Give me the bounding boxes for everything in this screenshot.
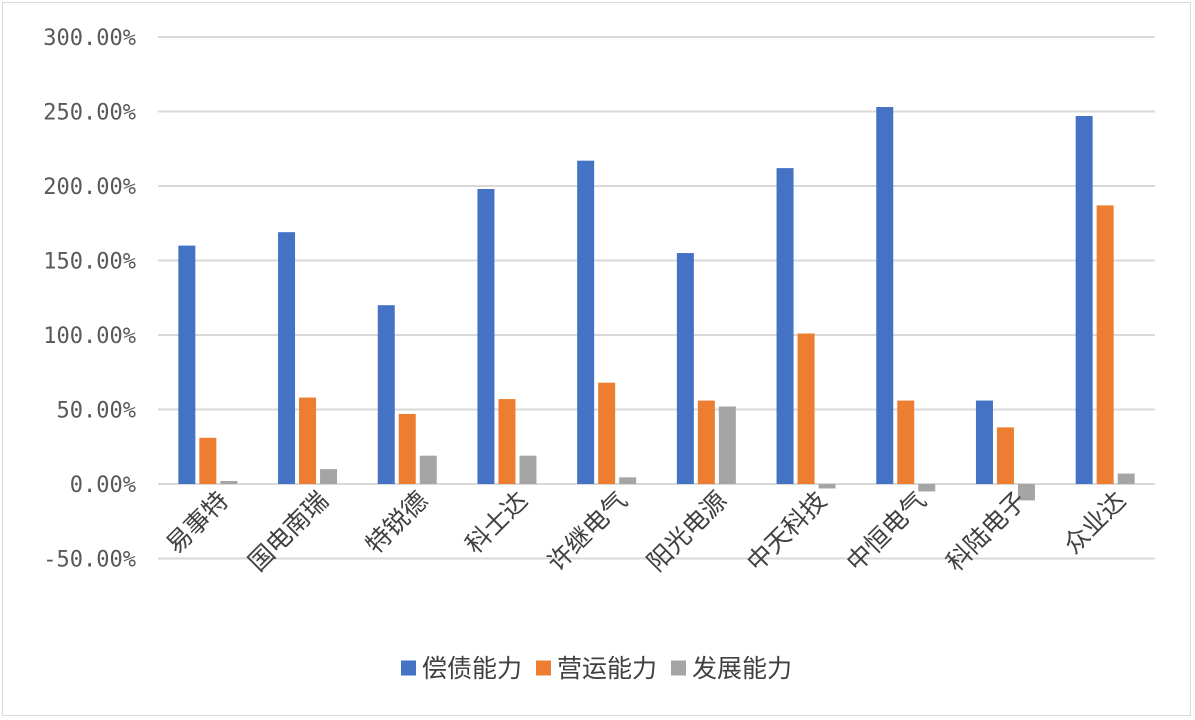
legend-swatch [671, 660, 686, 676]
bar [876, 107, 894, 484]
bar [918, 484, 936, 492]
y-tick-label: 200.00% [43, 175, 136, 200]
bar [897, 400, 915, 484]
bar [718, 406, 736, 484]
bars [178, 107, 1135, 501]
bar [577, 160, 595, 485]
y-axis-ticks: 300.00% 250.00% 200.00% 150.00% 100.00% 50.00… [43, 26, 136, 573]
bar [178, 245, 196, 484]
bar [975, 400, 993, 484]
x-category-label: 中天科技 [741, 486, 832, 577]
bar [818, 484, 836, 489]
bar [377, 305, 395, 484]
bar [398, 413, 416, 484]
bar [598, 382, 616, 484]
bar [419, 455, 437, 484]
bar [477, 188, 495, 485]
bar [996, 427, 1014, 484]
bar [199, 437, 217, 484]
x-category-label: 中恒电气 [841, 486, 932, 577]
legend-label: 偿债能力 [422, 654, 522, 683]
y-tick-label: 50.00% [57, 399, 136, 424]
x-category-label: 阳光电源 [641, 486, 732, 577]
x-category-label: 国电南瑞 [243, 486, 334, 577]
x-category-label: 特锐德 [360, 486, 434, 560]
bar [1075, 115, 1093, 484]
bar [278, 232, 296, 484]
bar [320, 469, 338, 484]
bar [697, 400, 715, 484]
bar [1017, 484, 1035, 501]
legend-swatch [401, 660, 416, 676]
y-tick-label: 0.00% [70, 473, 136, 498]
legend-label: 发展能力 [692, 654, 792, 683]
x-category-label: 众业达 [1058, 486, 1132, 560]
y-tick-label: 100.00% [43, 324, 136, 349]
legend: 偿债能力 营运能力 发展能力 [401, 654, 792, 683]
bar [498, 399, 516, 484]
bar [1096, 205, 1114, 484]
legend-swatch [536, 660, 551, 676]
bar [1117, 473, 1135, 484]
y-tick-label: 150.00% [43, 250, 136, 275]
bar [519, 455, 537, 484]
x-category-label: 科士达 [460, 486, 534, 560]
bar [220, 481, 238, 484]
legend-label: 营运能力 [557, 654, 657, 683]
bar [797, 333, 815, 484]
x-axis-labels: 易事特 国电南瑞 特锐德 科士达 许继电气 阳光电源 中天科技 中恒电气 科陆电子 众业达 [161, 486, 1132, 577]
y-tick-label: 300.00% [43, 26, 136, 51]
bar [776, 168, 794, 484]
y-tick-label: 250.00% [43, 101, 136, 126]
bar [619, 477, 637, 484]
bar [299, 397, 317, 484]
y-tick-label: -50.00% [43, 548, 136, 573]
x-category-label: 许继电气 [542, 486, 633, 577]
x-category-label: 科陆电子 [940, 486, 1031, 577]
bar [676, 253, 694, 484]
x-category-label: 易事特 [161, 486, 235, 560]
